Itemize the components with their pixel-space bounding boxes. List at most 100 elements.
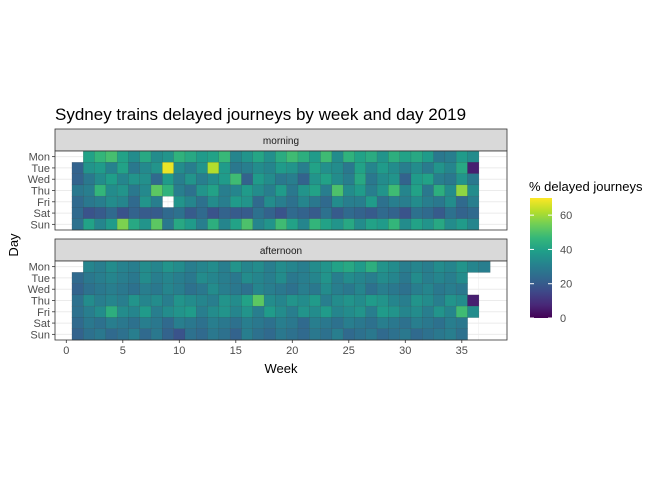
y-tick-label: Sat bbox=[33, 208, 50, 220]
heatmap-cell bbox=[444, 150, 457, 163]
heatmap-cell bbox=[320, 272, 333, 284]
heatmap-cell bbox=[184, 195, 197, 208]
heatmap-cell bbox=[467, 162, 480, 174]
y-tick-label: Sat bbox=[33, 318, 50, 330]
heatmap-cell bbox=[139, 283, 152, 296]
heatmap-cell bbox=[365, 218, 378, 231]
heatmap-cell bbox=[444, 283, 457, 296]
heatmap-cell bbox=[94, 317, 107, 330]
heatmap-cell bbox=[433, 328, 446, 341]
heatmap-cell bbox=[196, 260, 208, 273]
heatmap-cell bbox=[376, 173, 389, 186]
heatmap-cell bbox=[105, 260, 118, 273]
heatmap-cell bbox=[184, 218, 197, 231]
heatmap-cell bbox=[229, 184, 242, 197]
heatmap-cell bbox=[229, 173, 242, 186]
heatmap-cell bbox=[410, 283, 423, 296]
heatmap-cell bbox=[275, 260, 288, 273]
heatmap-cell bbox=[116, 173, 129, 186]
heatmap-cell bbox=[83, 328, 95, 341]
y-axis-title: Day bbox=[6, 233, 21, 257]
heatmap-cell bbox=[263, 218, 276, 231]
heatmap-cell bbox=[455, 283, 468, 296]
x-axis: 0 5 10 15 20 25 30 35 bbox=[63, 340, 468, 357]
heatmap-cell bbox=[150, 162, 163, 174]
heatmap-cell bbox=[139, 272, 152, 284]
heatmap-cell bbox=[71, 173, 84, 186]
heatmap-cell bbox=[71, 184, 84, 197]
heatmap-cell bbox=[116, 328, 129, 341]
heatmap-cell bbox=[444, 173, 457, 186]
legend-title: % delayed journeys bbox=[529, 179, 643, 194]
heatmap-cell bbox=[184, 283, 197, 296]
heatmap-cell bbox=[376, 195, 389, 208]
heatmap-cell bbox=[297, 184, 310, 197]
heatmap-cell bbox=[105, 305, 118, 318]
heatmap-cell bbox=[422, 195, 434, 208]
heatmap-cell bbox=[433, 272, 446, 284]
heatmap-cell bbox=[320, 173, 333, 186]
heatmap-cell bbox=[455, 184, 468, 197]
heatmap-cell bbox=[162, 305, 175, 318]
heatmap-cell bbox=[275, 150, 288, 163]
heatmap-cell bbox=[128, 283, 141, 296]
heatmap-cell bbox=[196, 173, 208, 186]
heatmap-cell bbox=[105, 218, 118, 231]
heatmap-cell bbox=[320, 328, 333, 341]
heatmap-cell bbox=[218, 184, 231, 197]
heatmap-cell bbox=[354, 207, 367, 220]
heatmap-cell bbox=[286, 328, 299, 341]
heatmap-cell bbox=[422, 162, 434, 174]
heatmap-cell bbox=[184, 162, 197, 174]
heatmap-cell bbox=[354, 150, 367, 163]
heatmap-cell bbox=[184, 184, 197, 197]
heatmap-cell bbox=[410, 173, 423, 186]
heatmap-cell bbox=[331, 207, 344, 220]
heatmap-cell bbox=[196, 305, 208, 318]
heatmap-cell bbox=[128, 260, 141, 273]
heatmap-cell bbox=[150, 260, 163, 273]
heatmap-cell bbox=[286, 162, 299, 174]
heatmap-cell bbox=[241, 260, 254, 273]
heatmap-cell bbox=[399, 328, 412, 341]
heatmap-cell bbox=[173, 218, 186, 231]
heatmap-cell bbox=[162, 218, 175, 231]
heatmap-cell bbox=[444, 305, 457, 318]
heatmap-cell bbox=[342, 294, 355, 307]
heatmap-cell bbox=[376, 218, 389, 231]
heatmap-cell bbox=[218, 218, 231, 231]
heatmap-cell bbox=[275, 283, 288, 296]
heatmap-cell bbox=[422, 218, 434, 231]
heatmap-cell bbox=[286, 207, 299, 220]
x-tick-label: 15 bbox=[230, 345, 242, 357]
heatmap-cell bbox=[331, 150, 344, 163]
heatmap-cell bbox=[297, 173, 310, 186]
heatmap-cell bbox=[399, 260, 412, 273]
heatmap-cell bbox=[399, 218, 412, 231]
heatmap-cell bbox=[309, 184, 321, 197]
heatmap-cell bbox=[297, 272, 310, 284]
heatmap-cell bbox=[342, 260, 355, 273]
heatmap-cell bbox=[196, 294, 208, 307]
heatmap-cell bbox=[229, 283, 242, 296]
heatmap-cell bbox=[116, 162, 129, 174]
heatmap-cell bbox=[252, 294, 265, 307]
heatmap-cell bbox=[286, 195, 299, 208]
heatmap-cell bbox=[297, 294, 310, 307]
heatmap-cell bbox=[71, 218, 84, 231]
heatmap-cell bbox=[207, 272, 220, 284]
heatmap-cell bbox=[116, 305, 129, 318]
heatmap-cell bbox=[196, 162, 208, 174]
heatmap-cell bbox=[331, 283, 344, 296]
heatmap-cell bbox=[422, 317, 434, 330]
y-tick-label: Tue bbox=[31, 273, 50, 285]
heatmap-cell bbox=[309, 195, 321, 208]
heatmap-cell bbox=[275, 294, 288, 307]
facet-label: afternoon bbox=[260, 246, 302, 257]
heatmap-cell bbox=[263, 184, 276, 197]
heatmap-cell bbox=[320, 162, 333, 174]
heatmap-cell bbox=[388, 328, 401, 341]
heatmap-cell bbox=[286, 260, 299, 273]
heatmap-cell bbox=[218, 150, 231, 163]
heatmap-cell bbox=[263, 272, 276, 284]
